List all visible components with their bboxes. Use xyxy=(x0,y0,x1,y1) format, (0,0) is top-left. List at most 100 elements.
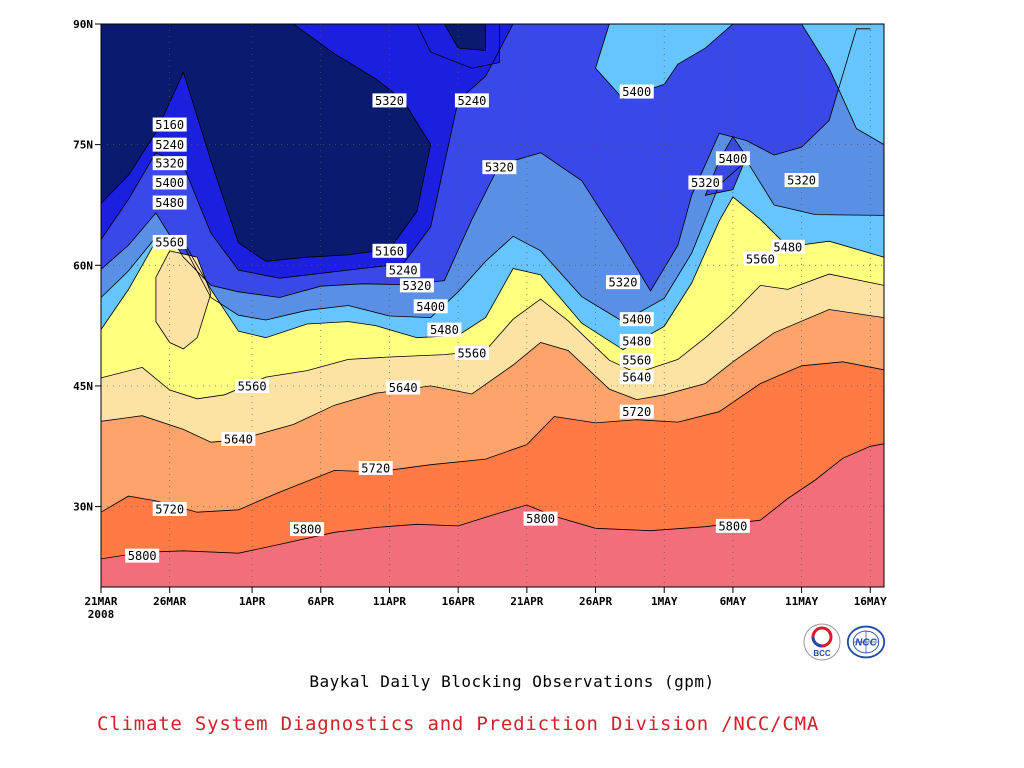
contour-label-box xyxy=(152,234,187,249)
contour-label: 5560 xyxy=(152,234,187,249)
contour-label: 5720 xyxy=(358,460,393,475)
contour-label: 5480 xyxy=(152,195,187,210)
y-tick-label: 75N xyxy=(73,139,93,152)
contour-line-5480 xyxy=(101,196,884,351)
x-tick-label: 26APR xyxy=(579,595,612,608)
contour-label-text: 5320 xyxy=(787,174,816,188)
contour-label-box xyxy=(454,93,489,108)
contour-label-box xyxy=(221,432,256,447)
contour-label-box xyxy=(386,380,421,395)
y-tick-label: 90N xyxy=(73,18,93,31)
contour-label: 5320 xyxy=(784,173,819,188)
x-tick-label: 21MAR xyxy=(84,595,117,608)
contour-label-box xyxy=(454,345,489,360)
contour-label: 5480 xyxy=(427,322,462,337)
contour-label-text: 5640 xyxy=(224,433,253,447)
contour-label-text: 5480 xyxy=(430,323,459,337)
contour-label-box xyxy=(152,175,187,190)
contour-label-text: 5800 xyxy=(718,519,747,533)
y-tick-label: 30N xyxy=(73,501,93,514)
x-tick-label: 16MAY xyxy=(854,595,887,608)
x-tick-label: 21APR xyxy=(510,595,543,608)
contour-line-5560 xyxy=(101,273,884,400)
contour-line-5640 xyxy=(101,309,884,443)
contour-label-text: 5640 xyxy=(389,381,418,395)
contour-label-text: 5560 xyxy=(155,235,184,249)
contour-label: 5320 xyxy=(372,93,407,108)
contour-label-box xyxy=(619,404,654,419)
plot-frame xyxy=(100,23,885,588)
ncc-logo-text: NCC xyxy=(855,638,877,649)
contour-label: 5800 xyxy=(523,511,558,526)
contour-label-text: 5480 xyxy=(622,334,651,348)
contour-label-text: 5240 xyxy=(457,94,486,108)
contour-label-text: 5320 xyxy=(485,161,514,175)
contour-label-text: 5320 xyxy=(375,94,404,108)
patch-5400-right xyxy=(801,24,884,146)
contour-label: 5400 xyxy=(715,151,750,166)
contour-label: 5320 xyxy=(688,175,723,190)
contour-label: 5320 xyxy=(399,278,434,293)
contour-label-box xyxy=(715,151,750,166)
x-tick-label: 11APR xyxy=(373,595,406,608)
contour-label-box xyxy=(152,117,187,132)
contour-label-text: 5800 xyxy=(128,549,157,563)
contour-label-box xyxy=(235,378,270,393)
contour-label-box xyxy=(619,312,654,327)
contour-label: 5720 xyxy=(619,404,654,419)
contour-label-text: 5720 xyxy=(155,502,184,516)
x-tick-label: 16APR xyxy=(442,595,475,608)
chart-title: Baykal Daily Blocking Observations (gpm) xyxy=(309,672,715,691)
contour-label-text: 5560 xyxy=(746,252,775,266)
patch-5160-top xyxy=(443,24,487,51)
contour-label-text: 5320 xyxy=(155,157,184,171)
contour-label-box xyxy=(125,548,160,563)
contour-label-text: 5400 xyxy=(622,313,651,327)
contour-label: 5400 xyxy=(152,175,187,190)
contour-label-text: 5480 xyxy=(155,196,184,210)
x-tick-label: 6MAY xyxy=(720,595,747,608)
x-axis: 21MAR 26MAR 1APR 6APR 11APR 16APR 21APR 26APR 1M… xyxy=(84,587,887,621)
contour-label-box xyxy=(619,84,654,99)
contour-label-box xyxy=(399,278,434,293)
contour-label-text: 5800 xyxy=(526,512,555,526)
contour-label-text: 5640 xyxy=(622,371,651,385)
contour-label: 5640 xyxy=(386,380,421,395)
contour-label-box xyxy=(688,175,723,190)
contour-label: 5240 xyxy=(386,263,421,278)
contour-label-box xyxy=(784,173,819,188)
contour-label: 5240 xyxy=(454,93,489,108)
y-axis: 90N 75N 60N 45N 30N xyxy=(73,18,101,514)
contour-label: 5400 xyxy=(619,312,654,327)
contour-label: 5160 xyxy=(152,117,187,132)
x-tick-label: 26MAR xyxy=(153,595,186,608)
band-lt-5160 xyxy=(101,24,431,262)
contour-label-text: 5720 xyxy=(622,405,651,419)
contour-label: 5320 xyxy=(152,156,187,171)
contour-label-box xyxy=(606,275,640,290)
contour-label: 5640 xyxy=(619,370,654,385)
contour-label-text: 5320 xyxy=(691,176,720,190)
patch-5400-top xyxy=(595,24,734,100)
contour-label-text: 5400 xyxy=(416,300,445,314)
x-tick-label: 1MAY xyxy=(651,595,678,608)
contour-label: 5800 xyxy=(290,522,325,537)
contour-line-5320 xyxy=(101,28,871,298)
x-tick-label: 11MAY xyxy=(785,595,818,608)
contour-label: 5400 xyxy=(619,84,654,99)
credit-line: Climate System Diagnostics and Predictio… xyxy=(97,713,820,735)
contour-label-box xyxy=(413,299,448,314)
contour-label-text: 5240 xyxy=(389,264,418,278)
contour-label-box xyxy=(152,156,187,171)
contour-label: 5800 xyxy=(125,548,160,563)
contour-label-text: 5560 xyxy=(457,346,486,360)
contour-label-box xyxy=(743,251,778,266)
contour-labels: 5160524053205400548055605800572055605640… xyxy=(125,84,819,563)
contour-label: 5720 xyxy=(152,501,187,516)
contour-label: 5560 xyxy=(454,345,489,360)
x-tick-label: 6APR xyxy=(308,595,335,608)
x-tick-label: 1APR xyxy=(239,595,266,608)
contour-label: 5480 xyxy=(619,333,654,348)
contour-label-text: 5560 xyxy=(622,354,651,368)
